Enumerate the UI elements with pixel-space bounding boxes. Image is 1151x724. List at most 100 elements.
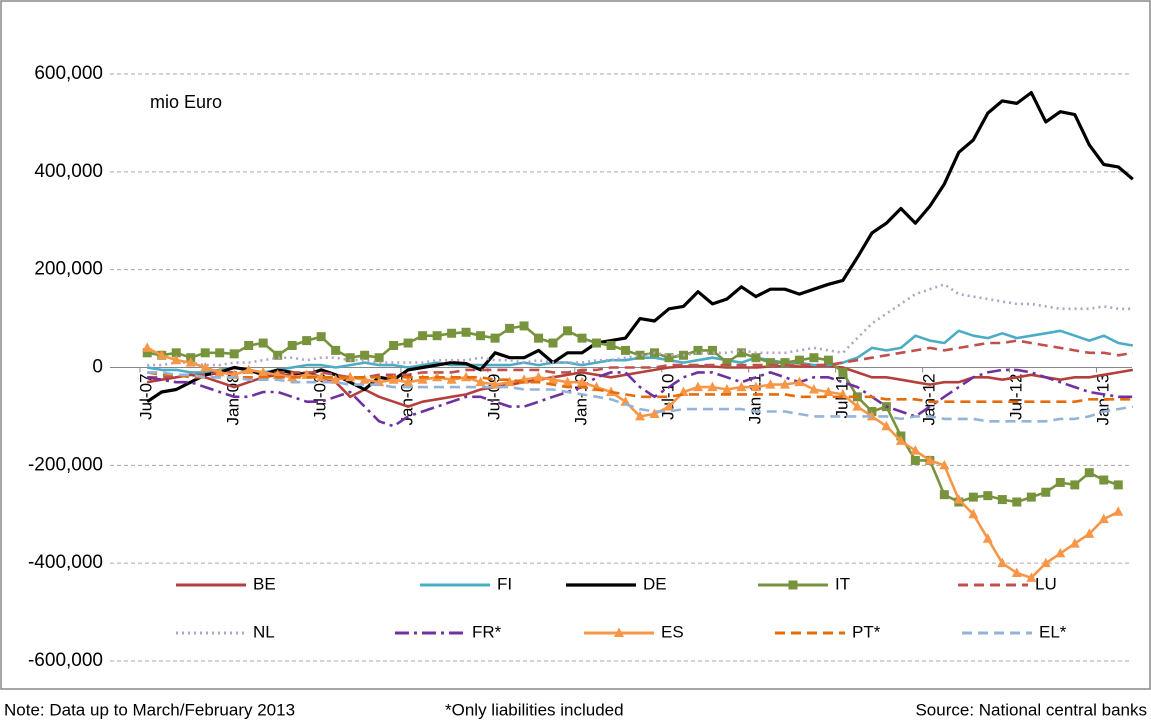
triangle-marker bbox=[548, 374, 559, 384]
square-marker bbox=[403, 338, 413, 348]
square-marker bbox=[418, 331, 428, 341]
square-marker bbox=[331, 345, 341, 355]
legend-item: EL* bbox=[962, 622, 1067, 641]
square-marker bbox=[794, 355, 804, 365]
y-tick-label: -200,000 bbox=[28, 454, 103, 475]
triangle-marker bbox=[692, 381, 703, 392]
x-tick-label: Jan-13 bbox=[1093, 374, 1112, 426]
square-marker bbox=[1055, 477, 1065, 487]
triangle-marker bbox=[895, 435, 906, 445]
legend-label: BE bbox=[253, 574, 276, 593]
triangle-marker bbox=[750, 381, 761, 392]
series-line bbox=[147, 283, 1133, 367]
square-marker bbox=[316, 332, 326, 342]
legend-label: DE bbox=[643, 574, 667, 593]
triangle-marker bbox=[939, 459, 950, 470]
note: Note: Data up to March/February 2013 bbox=[4, 700, 295, 719]
triangle-marker bbox=[707, 381, 718, 392]
triangle-marker bbox=[765, 379, 776, 389]
square-marker bbox=[997, 495, 1007, 505]
legend-label: ES bbox=[661, 622, 684, 641]
triangle-marker bbox=[1098, 513, 1109, 524]
triangle-marker bbox=[852, 401, 863, 411]
triangle-marker bbox=[982, 533, 993, 543]
square-marker bbox=[171, 348, 181, 358]
triangle-marker bbox=[663, 401, 674, 411]
square-marker bbox=[910, 455, 920, 465]
square-marker bbox=[229, 349, 239, 359]
triangle-marker bbox=[736, 381, 747, 392]
square-marker bbox=[983, 491, 993, 501]
square-marker bbox=[215, 348, 225, 358]
triangle-marker bbox=[614, 627, 624, 637]
triangle-marker bbox=[475, 376, 486, 387]
x-tick-label: Jul-12 bbox=[1006, 374, 1025, 420]
square-marker bbox=[244, 340, 254, 350]
chart-frame bbox=[0, 0, 1151, 690]
x-tick-label: Jul-08 bbox=[311, 374, 330, 420]
triangle-marker bbox=[258, 366, 269, 377]
legend-item: PT* bbox=[775, 622, 881, 641]
series-line bbox=[146, 368, 1133, 428]
triangle-marker bbox=[533, 371, 544, 382]
square-marker bbox=[476, 331, 486, 341]
series-line bbox=[147, 339, 1134, 379]
square-marker bbox=[621, 345, 631, 355]
x-tick-label: Jan-12 bbox=[919, 374, 938, 426]
triangle-marker bbox=[649, 408, 660, 418]
triangle-marker bbox=[924, 454, 935, 465]
square-marker bbox=[1026, 492, 1036, 502]
legend-label: IT bbox=[835, 574, 850, 593]
square-marker bbox=[287, 340, 297, 350]
triangle-marker bbox=[359, 374, 370, 384]
square-marker bbox=[1099, 475, 1109, 485]
triangle-marker bbox=[156, 349, 167, 360]
triangle-marker bbox=[779, 379, 790, 389]
x-tick-label: Jul-07 bbox=[137, 374, 156, 420]
legend-item: IT bbox=[758, 574, 850, 593]
triangle-marker bbox=[504, 376, 515, 387]
square-marker bbox=[809, 353, 819, 363]
triangle-marker bbox=[620, 396, 631, 406]
source: Source: National central banks bbox=[915, 700, 1147, 719]
square-marker bbox=[200, 348, 210, 358]
y-tick-label: 200,000 bbox=[34, 259, 103, 280]
square-marker bbox=[780, 358, 790, 368]
triangle-marker bbox=[1069, 538, 1080, 548]
square-marker bbox=[432, 331, 442, 341]
triangle-marker bbox=[562, 376, 573, 387]
legend-item: DE bbox=[566, 574, 667, 593]
legend-label: FI bbox=[497, 574, 512, 593]
square-marker bbox=[592, 338, 602, 348]
square-marker bbox=[302, 336, 312, 346]
triangle-marker bbox=[185, 357, 196, 367]
square-marker bbox=[838, 367, 848, 377]
y-tick-label: 400,000 bbox=[34, 161, 103, 182]
triangle-marker bbox=[461, 371, 472, 382]
legend-label: NL bbox=[253, 622, 275, 641]
square-marker bbox=[693, 345, 703, 355]
square-marker bbox=[360, 350, 370, 360]
square-marker bbox=[765, 358, 775, 368]
legend-label: EL* bbox=[1039, 622, 1067, 641]
triangle-marker bbox=[721, 384, 732, 394]
square-marker bbox=[505, 323, 515, 333]
y-tick-label: 0 bbox=[92, 357, 103, 378]
y-tick-label: 600,000 bbox=[34, 63, 103, 84]
triangle-marker bbox=[316, 371, 327, 382]
triangle-marker bbox=[214, 366, 225, 377]
square-marker bbox=[722, 358, 732, 368]
note: *Only liabilities included bbox=[445, 700, 624, 719]
legend-label: PT* bbox=[852, 622, 881, 641]
square-marker bbox=[1084, 468, 1094, 478]
square-marker bbox=[258, 338, 268, 348]
triangle-marker bbox=[345, 371, 356, 382]
square-marker bbox=[823, 355, 833, 365]
triangle-marker bbox=[388, 374, 399, 384]
triangle-marker bbox=[794, 376, 805, 387]
legend-item: LU bbox=[958, 574, 1057, 593]
triangle-marker bbox=[577, 376, 588, 387]
square-marker bbox=[273, 350, 283, 360]
triangle-marker bbox=[142, 342, 153, 352]
